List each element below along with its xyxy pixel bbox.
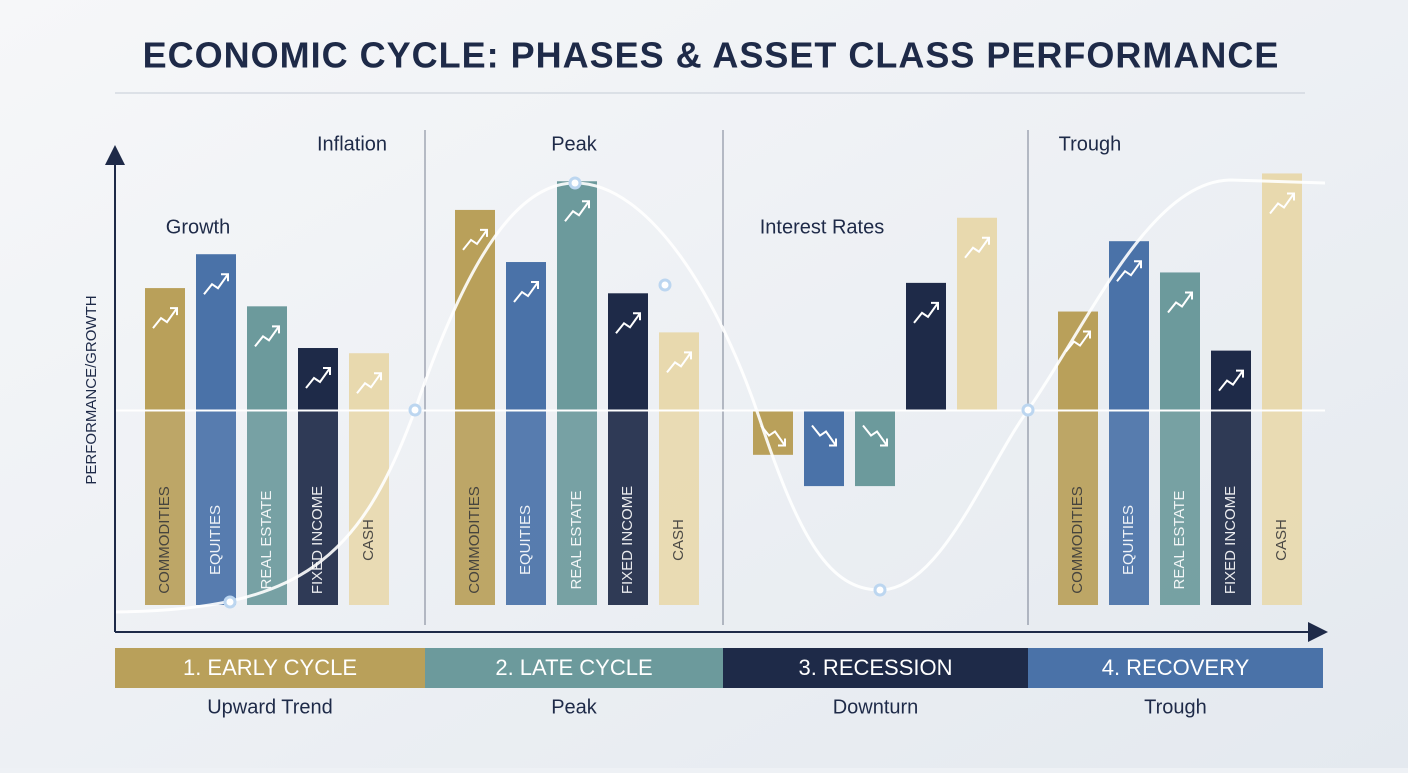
label-panel	[1160, 410, 1200, 605]
curve-node	[568, 176, 582, 190]
bar-label: CASH	[670, 519, 687, 561]
bar	[659, 332, 699, 411]
trend-icon	[305, 367, 331, 389]
bar-label: EQUITIES	[1120, 505, 1137, 575]
bar	[298, 348, 338, 411]
bar	[145, 288, 185, 411]
curve-node	[658, 278, 672, 292]
phase-name: 2. LATE CYCLE	[495, 655, 652, 680]
trend-icon	[964, 236, 990, 259]
bar-label: FIXED INCOME	[1222, 486, 1239, 594]
trend-icon	[1116, 260, 1142, 282]
bar	[855, 410, 895, 487]
trend-icon	[1269, 192, 1295, 215]
trend-icon	[254, 325, 280, 347]
bar	[1058, 311, 1098, 411]
phase-name: 1. EARLY CYCLE	[183, 655, 357, 680]
label-panel	[1211, 410, 1251, 605]
label-panel	[608, 410, 648, 605]
bar	[349, 353, 389, 411]
label-panel	[145, 410, 185, 605]
y-axis-label: PERFORMANCE/GROWTH	[83, 295, 100, 484]
bar-label: REAL ESTATE	[258, 491, 275, 590]
label-panel	[659, 410, 699, 605]
bar-label: EQUITIES	[517, 505, 534, 575]
label-panel	[1109, 410, 1149, 605]
label-panel	[196, 410, 236, 605]
bar	[608, 293, 648, 411]
phase-band	[723, 648, 1028, 688]
bar	[1109, 241, 1149, 411]
trend-icon	[862, 424, 888, 447]
bar-label: EQUITIES	[207, 505, 224, 575]
trend-icon	[203, 273, 229, 295]
curve-node	[873, 583, 887, 597]
trend-icon	[513, 281, 539, 303]
bar-label: COMMODITIES	[1069, 486, 1086, 594]
phase-caption: Trough	[1144, 696, 1207, 718]
chart-title: ECONOMIC CYCLE: PHASES & ASSET CLASS PER…	[143, 35, 1280, 76]
bar	[1160, 272, 1200, 411]
label-panel	[247, 410, 287, 605]
trend-icon	[462, 228, 488, 251]
curve-node	[408, 403, 422, 417]
bar-label: FIXED INCOME	[309, 486, 326, 594]
bar-label: COMMODITIES	[156, 486, 173, 594]
bar-label: REAL ESTATE	[568, 491, 585, 590]
trend-icon	[356, 372, 382, 394]
trend-icon	[152, 307, 178, 329]
annotation: Trough	[1059, 133, 1122, 155]
trend-icon	[615, 312, 641, 334]
phase-caption: Peak	[551, 696, 598, 718]
phase-band	[115, 648, 425, 688]
bar-label: CASH	[360, 519, 377, 561]
phase-caption: Upward Trend	[207, 696, 333, 718]
bar	[506, 262, 546, 411]
trend-icon	[1167, 291, 1193, 314]
label-panel	[506, 410, 546, 605]
label-panel	[1058, 410, 1098, 605]
bar	[455, 209, 495, 411]
plot: COMMODITIES EQUITIES REAL ESTATE FIXED INCO…	[114, 130, 1326, 718]
trend-icon	[913, 301, 939, 324]
trend-icon	[666, 351, 692, 374]
annotation: Peak	[551, 133, 598, 155]
phase-caption: Downturn	[833, 696, 919, 718]
label-panel	[557, 410, 597, 605]
curve-node	[1021, 403, 1035, 417]
phase-name: 3. RECESSION	[798, 655, 952, 680]
bar-label: CASH	[1273, 519, 1290, 561]
trend-icon	[564, 200, 590, 222]
phase-band	[1028, 648, 1323, 688]
trend-icon	[811, 424, 837, 447]
bar	[957, 217, 997, 411]
bar	[804, 410, 844, 487]
label-panel	[1262, 410, 1302, 605]
label-panel	[455, 410, 495, 605]
bar-label: REAL ESTATE	[1171, 491, 1188, 590]
phase-band	[425, 648, 723, 688]
annotation: Inflation	[317, 133, 387, 155]
cycle-curve	[114, 178, 1326, 614]
bar-label: COMMODITIES	[466, 486, 483, 594]
curve-node	[223, 595, 237, 609]
bar-label: FIXED INCOME	[619, 486, 636, 594]
bar	[1262, 173, 1302, 411]
bar	[557, 181, 597, 411]
trend-icon	[1218, 369, 1244, 392]
bar	[1211, 350, 1251, 411]
annotation: Interest Rates	[760, 216, 885, 238]
bar	[247, 306, 287, 411]
annotation: Growth	[166, 216, 230, 238]
phase-name: 4. RECOVERY	[1102, 655, 1250, 680]
bar	[196, 254, 236, 411]
bar	[906, 282, 946, 411]
